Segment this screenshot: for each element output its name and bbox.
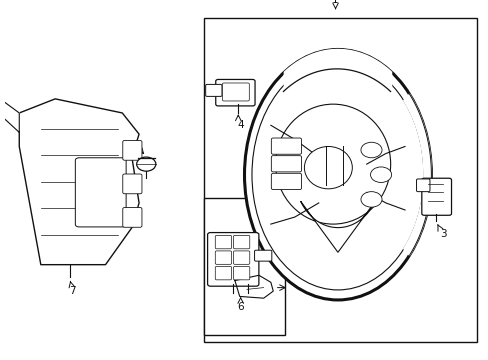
FancyBboxPatch shape [205,84,222,96]
Polygon shape [19,99,139,265]
FancyBboxPatch shape [222,83,249,101]
Circle shape [360,192,381,207]
Polygon shape [0,95,19,132]
FancyBboxPatch shape [233,251,249,264]
Polygon shape [403,94,430,255]
Ellipse shape [304,147,351,189]
FancyBboxPatch shape [122,140,142,160]
FancyBboxPatch shape [233,235,249,249]
FancyBboxPatch shape [271,156,301,172]
Ellipse shape [251,59,423,290]
Ellipse shape [275,104,390,224]
Text: 6: 6 [237,302,244,312]
Text: 4: 4 [237,120,244,130]
Bar [203,18,476,342]
FancyBboxPatch shape [122,207,142,227]
Polygon shape [234,275,273,298]
FancyBboxPatch shape [122,174,142,194]
FancyBboxPatch shape [421,178,450,215]
FancyBboxPatch shape [271,173,301,189]
FancyBboxPatch shape [416,179,429,192]
FancyBboxPatch shape [215,266,231,280]
Text: 7: 7 [68,286,75,296]
FancyBboxPatch shape [215,235,231,249]
FancyBboxPatch shape [233,266,249,280]
Ellipse shape [244,49,430,300]
Text: 3: 3 [439,229,446,239]
FancyBboxPatch shape [75,158,126,227]
Circle shape [370,167,391,183]
Polygon shape [300,201,374,252]
Text: 2: 2 [128,135,135,145]
Circle shape [136,157,156,171]
Text: 5: 5 [298,283,305,293]
FancyBboxPatch shape [215,251,231,264]
FancyBboxPatch shape [207,233,258,286]
Text: 1: 1 [331,0,338,5]
Polygon shape [284,49,391,93]
FancyBboxPatch shape [271,138,301,154]
FancyBboxPatch shape [215,80,255,106]
Circle shape [360,142,381,158]
Bar [203,198,285,335]
FancyBboxPatch shape [254,250,271,261]
